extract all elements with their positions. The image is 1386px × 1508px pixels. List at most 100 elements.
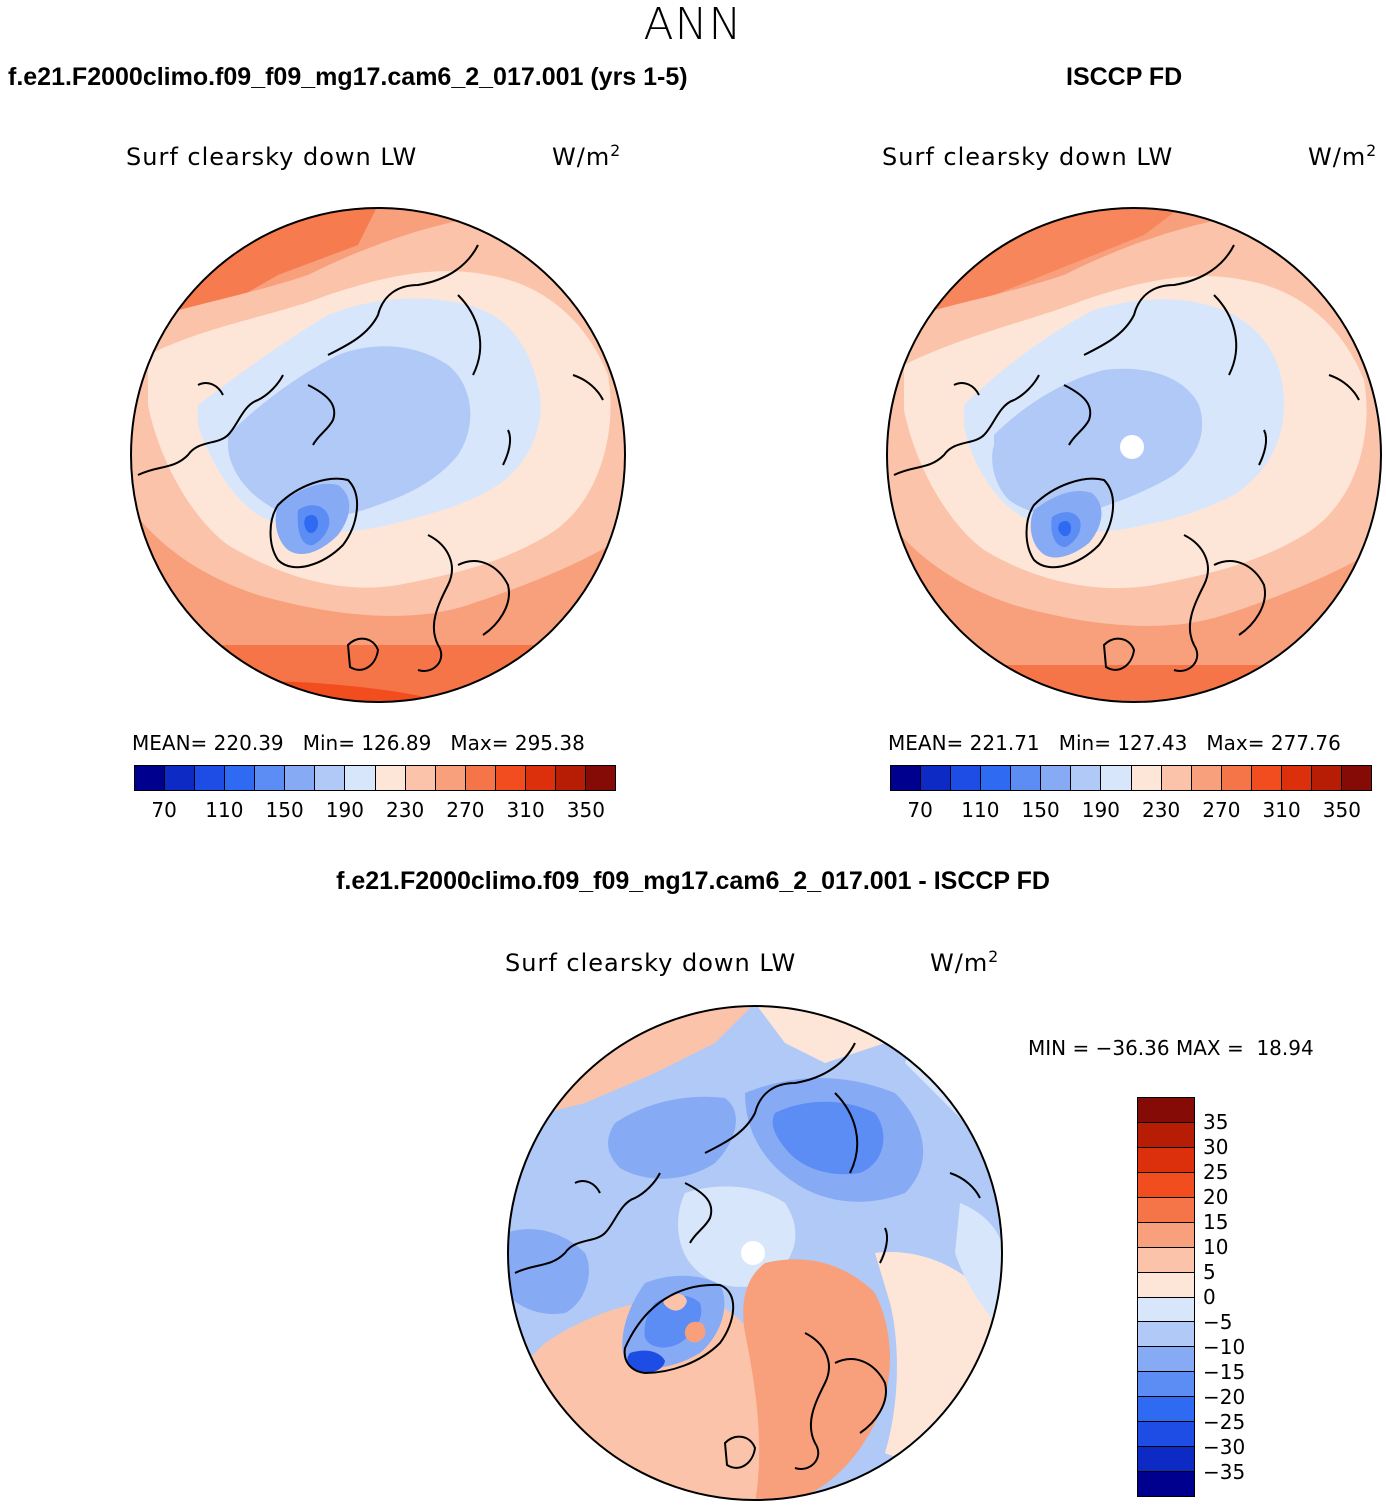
obs-colorbar-swatch [1041,766,1072,790]
model-units-label: W/m2 [552,142,622,171]
model-colorbar-swatch [165,766,196,790]
model-colorbar-swatch [135,766,166,790]
diff-colorbar-tick-label: 0 [1203,1285,1216,1309]
obs-colorbar-swatch [1221,766,1252,790]
obs-colorbar-tick-label: 110 [961,798,1000,822]
obs-colorbar-swatch [1281,766,1312,790]
diff-colorbar-swatch [1138,1397,1194,1423]
model-colorbar-tick-label: 110 [205,798,244,822]
model-stats: MEAN= 220.39 Min= 126.89 Max= 295.38 [132,731,585,755]
model-colorbar-swatch [465,766,496,790]
obs-colorbar-swatch [951,766,982,790]
obs-colorbar-swatch [981,766,1012,790]
diff-colorbar-labels: 35 30 25 20 15 10 5 0 −5 −10 −15 −20 −25 −30 −35 [1203,1097,1283,1497]
diff-colorbar-tick-label: 35 [1203,1110,1229,1134]
model-polar-map [130,207,626,703]
diff-polar-map [507,1005,1003,1501]
diff-colorbar-swatch [1138,1322,1194,1348]
diff-colorbar-tick-label: −15 [1203,1360,1246,1384]
obs-colorbar-swatch [1161,766,1192,790]
diff-colorbar-swatch [1138,1122,1194,1148]
obs-colorbar-swatch [1071,766,1102,790]
obs-stats: MEAN= 221.71 Min= 127.43 Max= 277.76 [888,731,1341,755]
model-colorbar-swatch [405,766,436,790]
model-colorbar-tick-label: 190 [325,798,364,822]
model-colorbar-swatch [255,766,286,790]
diff-colorbar-swatch [1138,1098,1194,1123]
diff-colorbar-swatch [1138,1222,1194,1248]
obs-units-label: W/m2 [1308,142,1378,171]
model-colorbar-swatch [555,766,586,790]
diff-colorbar-swatch [1138,1147,1194,1173]
diff-colorbar-swatch [1138,1272,1194,1298]
diff-colorbar-swatch [1138,1247,1194,1273]
diff-colorbar-tick-label: 30 [1203,1135,1229,1159]
diff-variable-label: Surf clearsky down LW [505,949,797,977]
model-colorbar-tick-label: 150 [265,798,304,822]
obs-colorbar [890,765,1372,791]
model-colorbar-swatch [435,766,466,790]
diff-colorbar-swatch [1138,1372,1194,1398]
model-colorbar-swatch [495,766,526,790]
diff-colorbar-swatch [1138,1422,1194,1448]
obs-colorbar-swatch [1011,766,1042,790]
diff-colorbar-tick-label: 20 [1203,1185,1229,1209]
model-colorbar-labels: 70 110 150 190 230 270 310 350 [134,798,616,824]
model-colorbar-swatch [285,766,316,790]
model-colorbar-swatch [225,766,256,790]
diff-colorbar-swatch [1138,1197,1194,1223]
obs-colorbar-tick-label: 190 [1081,798,1120,822]
diff-panel-header: f.e21.F2000climo.f09_f09_mg17.cam6_2_017… [336,867,1050,895]
obs-colorbar-swatch [921,766,952,790]
model-colorbar-swatch [375,766,406,790]
model-colorbar-tick-label: 270 [446,798,485,822]
diff-colorbar [1137,1097,1195,1497]
diff-colorbar-swatch [1138,1472,1194,1496]
obs-polar-map [886,207,1382,703]
model-colorbar-tick-label: 70 [151,798,177,822]
obs-colorbar-swatch [1191,766,1222,790]
model-colorbar-swatch [195,766,226,790]
season-title: ANN [643,0,743,50]
model-colorbar-swatch [315,766,346,790]
diff-units-label: W/m2 [930,948,1000,977]
diff-colorbar-tick-label: 25 [1203,1160,1229,1184]
model-colorbar [134,765,616,791]
obs-colorbar-tick-label: 230 [1142,798,1181,822]
obs-colorbar-swatch [1251,766,1282,790]
obs-variable-label: Surf clearsky down LW [882,143,1174,171]
diff-colorbar-tick-label: −5 [1203,1310,1233,1334]
diff-colorbar-tick-label: −20 [1203,1385,1246,1409]
diff-colorbar-swatch [1138,1447,1194,1473]
model-colorbar-tick-label: 230 [386,798,425,822]
obs-panel-header: ISCCP FD [1066,63,1183,91]
model-colorbar-tick-label: 310 [506,798,545,822]
model-colorbar-swatch [585,766,615,790]
diff-colorbar-tick-label: 10 [1203,1235,1229,1259]
obs-colorbar-tick-label: 350 [1322,798,1361,822]
obs-colorbar-tick-label: 270 [1202,798,1241,822]
diff-colorbar-tick-label: −30 [1203,1435,1246,1459]
diff-colorbar-tick-label: −25 [1203,1410,1246,1434]
diff-colorbar-tick-label: 5 [1203,1260,1216,1284]
obs-colorbar-swatch [1341,766,1371,790]
model-colorbar-swatch [525,766,556,790]
obs-colorbar-swatch [891,766,922,790]
obs-colorbar-swatch [1131,766,1162,790]
diff-colorbar-tick-label: −35 [1203,1460,1246,1484]
model-colorbar-swatch [345,766,376,790]
obs-colorbar-swatch [1311,766,1342,790]
obs-colorbar-tick-label: 150 [1021,798,1060,822]
diff-colorbar-tick-label: 15 [1203,1210,1229,1234]
model-panel-header: f.e21.F2000climo.f09_f09_mg17.cam6_2_017… [8,63,688,91]
obs-colorbar-tick-label: 70 [907,798,933,822]
diff-colorbar-swatch [1138,1172,1194,1198]
obs-colorbar-labels: 70 110 150 190 230 270 310 350 [890,798,1372,824]
diff-colorbar-tick-label: −10 [1203,1335,1246,1359]
obs-colorbar-swatch [1101,766,1132,790]
model-variable-label: Surf clearsky down LW [126,143,418,171]
obs-colorbar-tick-label: 310 [1262,798,1301,822]
diff-colorbar-swatch [1138,1347,1194,1373]
diff-stats: MIN = −36.36 MAX = 18.94 [1028,1036,1314,1060]
model-colorbar-tick-label: 350 [566,798,605,822]
